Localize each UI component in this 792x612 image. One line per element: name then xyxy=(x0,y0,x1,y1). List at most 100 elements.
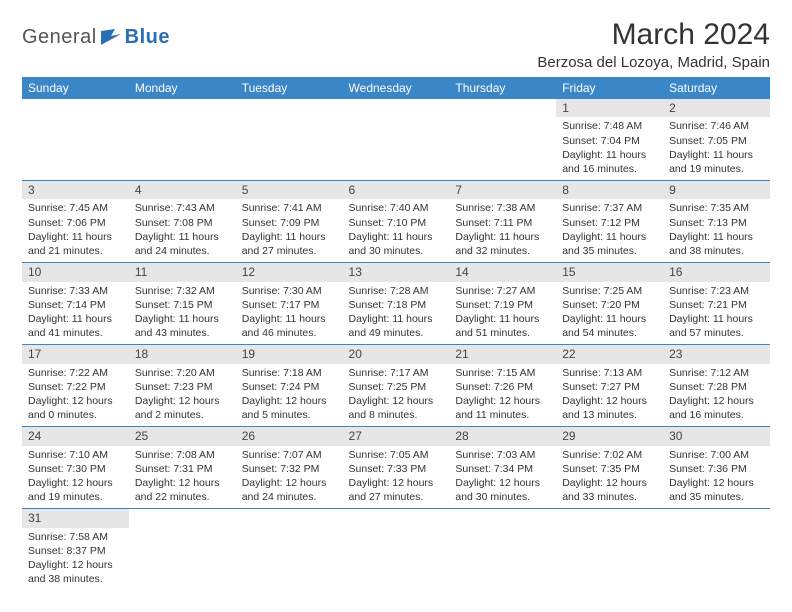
sunset-text: Sunset: 7:30 PM xyxy=(28,462,123,476)
day-cell: 28Sunrise: 7:03 AMSunset: 7:34 PMDayligh… xyxy=(449,427,556,509)
daylight-text: Daylight: 11 hours and 32 minutes. xyxy=(455,230,550,258)
day-number: 27 xyxy=(343,427,450,445)
day-details: Sunrise: 7:25 AMSunset: 7:20 PMDaylight:… xyxy=(556,282,663,345)
day-cell xyxy=(129,509,236,591)
day-cell: 17Sunrise: 7:22 AMSunset: 7:22 PMDayligh… xyxy=(22,345,129,427)
day-details: Sunrise: 7:02 AMSunset: 7:35 PMDaylight:… xyxy=(556,446,663,509)
day-cell: 20Sunrise: 7:17 AMSunset: 7:25 PMDayligh… xyxy=(343,345,450,427)
day-number xyxy=(449,99,556,117)
sunrise-text: Sunrise: 7:23 AM xyxy=(669,284,764,298)
sunrise-text: Sunrise: 7:15 AM xyxy=(455,366,550,380)
day-number: 15 xyxy=(556,263,663,281)
logo: General Blue xyxy=(22,26,170,49)
day-details: Sunrise: 7:30 AMSunset: 7:17 PMDaylight:… xyxy=(236,282,343,345)
day-number: 8 xyxy=(556,181,663,199)
daylight-text: Daylight: 12 hours and 22 minutes. xyxy=(135,476,230,504)
sunrise-text: Sunrise: 7:22 AM xyxy=(28,366,123,380)
sunrise-text: Sunrise: 7:12 AM xyxy=(669,366,764,380)
weekday-header: Monday xyxy=(129,77,236,99)
day-details: Sunrise: 7:12 AMSunset: 7:28 PMDaylight:… xyxy=(663,364,770,427)
sunset-text: Sunset: 7:13 PM xyxy=(669,216,764,230)
day-details: Sunrise: 7:35 AMSunset: 7:13 PMDaylight:… xyxy=(663,199,770,262)
day-number xyxy=(129,99,236,117)
day-number: 25 xyxy=(129,427,236,445)
sunset-text: Sunset: 7:10 PM xyxy=(349,216,444,230)
sunrise-text: Sunrise: 7:10 AM xyxy=(28,448,123,462)
calendar-table: Sunday Monday Tuesday Wednesday Thursday… xyxy=(22,77,770,590)
sunrise-text: Sunrise: 7:05 AM xyxy=(349,448,444,462)
weekday-header: Saturday xyxy=(663,77,770,99)
day-cell: 10Sunrise: 7:33 AMSunset: 7:14 PMDayligh… xyxy=(22,263,129,345)
sunset-text: Sunset: 7:28 PM xyxy=(669,380,764,394)
sunset-text: Sunset: 7:11 PM xyxy=(455,216,550,230)
day-cell xyxy=(449,99,556,181)
day-details: Sunrise: 7:45 AMSunset: 7:06 PMDaylight:… xyxy=(22,199,129,262)
sunset-text: Sunset: 7:23 PM xyxy=(135,380,230,394)
day-details: Sunrise: 7:05 AMSunset: 7:33 PMDaylight:… xyxy=(343,446,450,509)
sunrise-text: Sunrise: 7:00 AM xyxy=(669,448,764,462)
day-details: Sunrise: 7:27 AMSunset: 7:19 PMDaylight:… xyxy=(449,282,556,345)
day-cell: 15Sunrise: 7:25 AMSunset: 7:20 PMDayligh… xyxy=(556,263,663,345)
daylight-text: Daylight: 11 hours and 21 minutes. xyxy=(28,230,123,258)
sunrise-text: Sunrise: 7:30 AM xyxy=(242,284,337,298)
daylight-text: Daylight: 12 hours and 19 minutes. xyxy=(28,476,123,504)
daylight-text: Daylight: 11 hours and 43 minutes. xyxy=(135,312,230,340)
sunset-text: Sunset: 7:36 PM xyxy=(669,462,764,476)
day-number: 6 xyxy=(343,181,450,199)
calendar-page: General Blue March 2024 Berzosa del Lozo… xyxy=(0,0,792,608)
sunrise-text: Sunrise: 7:46 AM xyxy=(669,119,764,133)
week-row: 1Sunrise: 7:48 AMSunset: 7:04 PMDaylight… xyxy=(22,99,770,181)
day-details: Sunrise: 7:03 AMSunset: 7:34 PMDaylight:… xyxy=(449,446,556,509)
daylight-text: Daylight: 12 hours and 30 minutes. xyxy=(455,476,550,504)
daylight-text: Daylight: 12 hours and 5 minutes. xyxy=(242,394,337,422)
day-number: 14 xyxy=(449,263,556,281)
day-cell: 19Sunrise: 7:18 AMSunset: 7:24 PMDayligh… xyxy=(236,345,343,427)
day-details: Sunrise: 7:08 AMSunset: 7:31 PMDaylight:… xyxy=(129,446,236,509)
daylight-text: Daylight: 11 hours and 49 minutes. xyxy=(349,312,444,340)
day-number: 22 xyxy=(556,345,663,363)
day-number: 30 xyxy=(663,427,770,445)
title-block: March 2024 Berzosa del Lozoya, Madrid, S… xyxy=(537,18,770,71)
weekday-header-row: Sunday Monday Tuesday Wednesday Thursday… xyxy=(22,77,770,99)
sunset-text: Sunset: 7:24 PM xyxy=(242,380,337,394)
day-details: Sunrise: 7:58 AMSunset: 8:37 PMDaylight:… xyxy=(22,528,129,591)
week-row: 17Sunrise: 7:22 AMSunset: 7:22 PMDayligh… xyxy=(22,345,770,427)
day-cell: 12Sunrise: 7:30 AMSunset: 7:17 PMDayligh… xyxy=(236,263,343,345)
weekday-header: Wednesday xyxy=(343,77,450,99)
day-number: 11 xyxy=(129,263,236,281)
day-cell xyxy=(449,509,556,591)
day-number xyxy=(449,509,556,527)
sunset-text: Sunset: 7:33 PM xyxy=(349,462,444,476)
day-cell: 27Sunrise: 7:05 AMSunset: 7:33 PMDayligh… xyxy=(343,427,450,509)
day-details: Sunrise: 7:17 AMSunset: 7:25 PMDaylight:… xyxy=(343,364,450,427)
weekday-header: Sunday xyxy=(22,77,129,99)
day-number: 20 xyxy=(343,345,450,363)
daylight-text: Daylight: 12 hours and 38 minutes. xyxy=(28,558,123,586)
daylight-text: Daylight: 12 hours and 8 minutes. xyxy=(349,394,444,422)
day-cell: 25Sunrise: 7:08 AMSunset: 7:31 PMDayligh… xyxy=(129,427,236,509)
day-details: Sunrise: 7:20 AMSunset: 7:23 PMDaylight:… xyxy=(129,364,236,427)
daylight-text: Daylight: 11 hours and 27 minutes. xyxy=(242,230,337,258)
sunset-text: Sunset: 7:05 PM xyxy=(669,134,764,148)
day-cell xyxy=(22,99,129,181)
sunset-text: Sunset: 7:31 PM xyxy=(135,462,230,476)
sunset-text: Sunset: 7:22 PM xyxy=(28,380,123,394)
sunrise-text: Sunrise: 7:35 AM xyxy=(669,201,764,215)
sunrise-text: Sunrise: 7:28 AM xyxy=(349,284,444,298)
day-details: Sunrise: 7:22 AMSunset: 7:22 PMDaylight:… xyxy=(22,364,129,427)
logo-text-blue: Blue xyxy=(125,26,170,49)
sunrise-text: Sunrise: 7:32 AM xyxy=(135,284,230,298)
sunrise-text: Sunrise: 7:25 AM xyxy=(562,284,657,298)
day-number xyxy=(556,509,663,527)
weekday-header: Thursday xyxy=(449,77,556,99)
daylight-text: Daylight: 12 hours and 0 minutes. xyxy=(28,394,123,422)
day-number: 19 xyxy=(236,345,343,363)
day-cell: 6Sunrise: 7:40 AMSunset: 7:10 PMDaylight… xyxy=(343,181,450,263)
day-cell: 3Sunrise: 7:45 AMSunset: 7:06 PMDaylight… xyxy=(22,181,129,263)
day-details: Sunrise: 7:00 AMSunset: 7:36 PMDaylight:… xyxy=(663,446,770,509)
sunset-text: Sunset: 7:14 PM xyxy=(28,298,123,312)
sunset-text: Sunset: 7:12 PM xyxy=(562,216,657,230)
day-cell: 7Sunrise: 7:38 AMSunset: 7:11 PMDaylight… xyxy=(449,181,556,263)
daylight-text: Daylight: 11 hours and 51 minutes. xyxy=(455,312,550,340)
day-cell: 29Sunrise: 7:02 AMSunset: 7:35 PMDayligh… xyxy=(556,427,663,509)
